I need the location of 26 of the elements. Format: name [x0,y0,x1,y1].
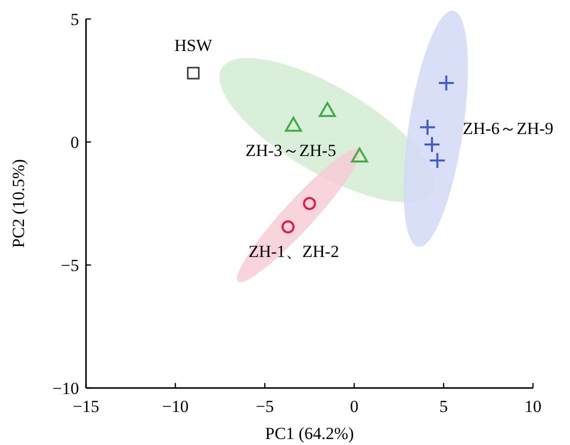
y-tick-label: 5 [70,10,79,29]
point [318,102,336,118]
point [186,66,200,80]
x-tick-label: −5 [256,397,274,416]
point [423,136,440,153]
point [282,220,295,234]
series-label: ZH-6～ZH-9 [462,118,554,138]
point [438,74,455,92]
x-tick-label: −15 [72,397,100,416]
series-label: ZH-1、ZH-2 [248,242,340,262]
point [351,148,368,163]
series-label: HSW [174,36,214,56]
series-label: ZH-3～ZH-5 [245,141,336,160]
x-axis-title: PC1 (64.2%) [265,424,354,443]
x-tick-label: 0 [350,397,358,416]
x-tick-label: −10 [162,397,189,416]
y-axis-title: PC2 (10.5%) [9,159,28,248]
point [284,116,302,132]
y-tick-label: −10 [52,379,79,398]
y-tick-label: 0 [70,133,79,152]
x-tick-label: 10 [524,397,542,416]
x-tick-label: 5 [439,397,448,416]
point [419,118,436,136]
y-tick-label: −5 [60,256,79,275]
point [303,197,316,210]
point [428,152,446,169]
